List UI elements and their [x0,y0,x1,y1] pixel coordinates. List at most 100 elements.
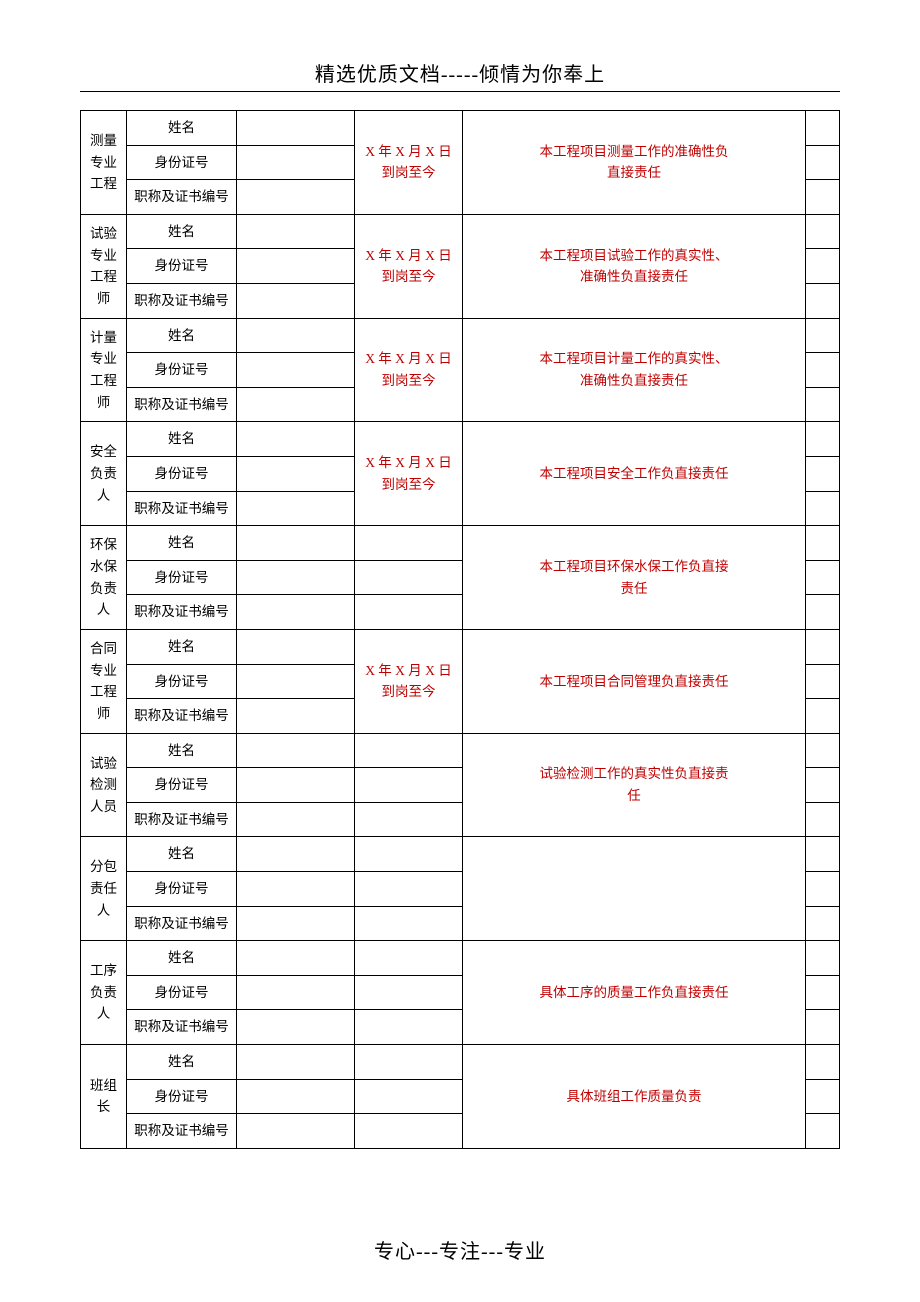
field-id: 身份证号 [127,768,237,803]
responsibility-cell: 具体班组工作质量负责 [463,1045,806,1149]
date-cell-empty [355,1114,463,1149]
value-id [237,560,355,595]
value-id [237,456,355,491]
value-name [237,422,355,457]
field-cert: 职称及证书编号 [127,180,237,215]
value-id [237,353,355,388]
trailing-cell [806,283,840,318]
role-cell: 合同专业工程师 [81,629,127,733]
field-id: 身份证号 [127,249,237,284]
field-name: 姓名 [127,526,237,561]
field-id: 身份证号 [127,353,237,388]
responsibility-cell: 本工程项目安全工作负直接责任 [463,422,806,526]
field-id: 身份证号 [127,1079,237,1114]
field-name: 姓名 [127,733,237,768]
field-cert: 职称及证书编号 [127,699,237,734]
value-name [237,733,355,768]
trailing-cell [806,422,840,457]
trailing-cell [806,526,840,561]
date-cell-empty [355,975,463,1010]
field-id: 身份证号 [127,560,237,595]
date-cell: X 年 X 月 X 日到岗至今 [355,111,463,215]
role-cell: 分包责任人 [81,837,127,941]
date-cell: X 年 X 月 X 日到岗至今 [355,318,463,422]
value-cert [237,699,355,734]
date-cell-empty [355,1010,463,1045]
responsibility-cell: 本工程项目合同管理负直接责任 [463,629,806,733]
field-id: 身份证号 [127,456,237,491]
trailing-cell [806,111,840,146]
value-id [237,1079,355,1114]
trailing-cell [806,318,840,353]
page-footer: 专心---专注---专业 [0,1235,920,1264]
value-name [237,318,355,353]
value-name [237,111,355,146]
value-cert [237,491,355,526]
date-cell-empty [355,941,463,976]
value-cert [237,387,355,422]
trailing-cell [806,906,840,941]
responsibility-cell: 具体工序的质量工作负直接责任 [463,941,806,1045]
trailing-cell [806,872,840,907]
header-rule [80,91,840,92]
field-cert: 职称及证书编号 [127,1010,237,1045]
responsibility-cell: 本工程项目计量工作的真实性、准确性负直接责任 [463,318,806,422]
responsibility-cell: 本工程项目测量工作的准确性负直接责任 [463,111,806,215]
date-cell: X 年 X 月 X 日到岗至今 [355,422,463,526]
value-cert [237,1010,355,1045]
field-name: 姓名 [127,214,237,249]
date-cell-empty [355,768,463,803]
role-cell: 试验检测人员 [81,733,127,837]
responsibility-cell [463,837,806,941]
value-name [237,1045,355,1080]
trailing-cell [806,353,840,388]
trailing-cell [806,802,840,837]
role-cell: 计量专业工程师 [81,318,127,422]
responsibility-cell: 本工程项目环保水保工作负直接责任 [463,526,806,630]
value-name [237,214,355,249]
trailing-cell [806,249,840,284]
field-cert: 职称及证书编号 [127,283,237,318]
trailing-cell [806,456,840,491]
trailing-cell [806,975,840,1010]
date-cell-empty [355,802,463,837]
trailing-cell [806,664,840,699]
value-id [237,872,355,907]
value-cert [237,180,355,215]
field-name: 姓名 [127,629,237,664]
value-name [237,941,355,976]
date-cell-empty [355,560,463,595]
field-name: 姓名 [127,318,237,353]
value-id [237,768,355,803]
field-cert: 职称及证书编号 [127,387,237,422]
value-cert [237,802,355,837]
trailing-cell [806,595,840,630]
field-name: 姓名 [127,111,237,146]
date-cell: X 年 X 月 X 日到岗至今 [355,629,463,733]
field-name: 姓名 [127,422,237,457]
role-cell: 工序负责人 [81,941,127,1045]
responsibility-cell: 试验检测工作的真实性负直接责任 [463,733,806,837]
field-cert: 职称及证书编号 [127,802,237,837]
date-cell-empty [355,906,463,941]
trailing-cell [806,387,840,422]
field-id: 身份证号 [127,664,237,699]
trailing-cell [806,941,840,976]
trailing-cell [806,214,840,249]
date-cell-empty [355,837,463,872]
field-cert: 职称及证书编号 [127,906,237,941]
page-header-title: 精选优质文档-----倾情为你奉上 [80,58,840,87]
field-id: 身份证号 [127,145,237,180]
date-cell-empty [355,733,463,768]
trailing-cell [806,837,840,872]
date-cell-empty [355,1079,463,1114]
value-name [237,837,355,872]
trailing-cell [806,145,840,180]
date-cell-empty [355,872,463,907]
value-cert [237,906,355,941]
trailing-cell [806,1079,840,1114]
responsibility-table: 测量专业工程姓名X 年 X 月 X 日到岗至今本工程项目测量工作的准确性负直接责… [80,110,840,1149]
value-id [237,249,355,284]
role-cell: 班组长 [81,1045,127,1149]
role-cell: 测量专业工程 [81,111,127,215]
